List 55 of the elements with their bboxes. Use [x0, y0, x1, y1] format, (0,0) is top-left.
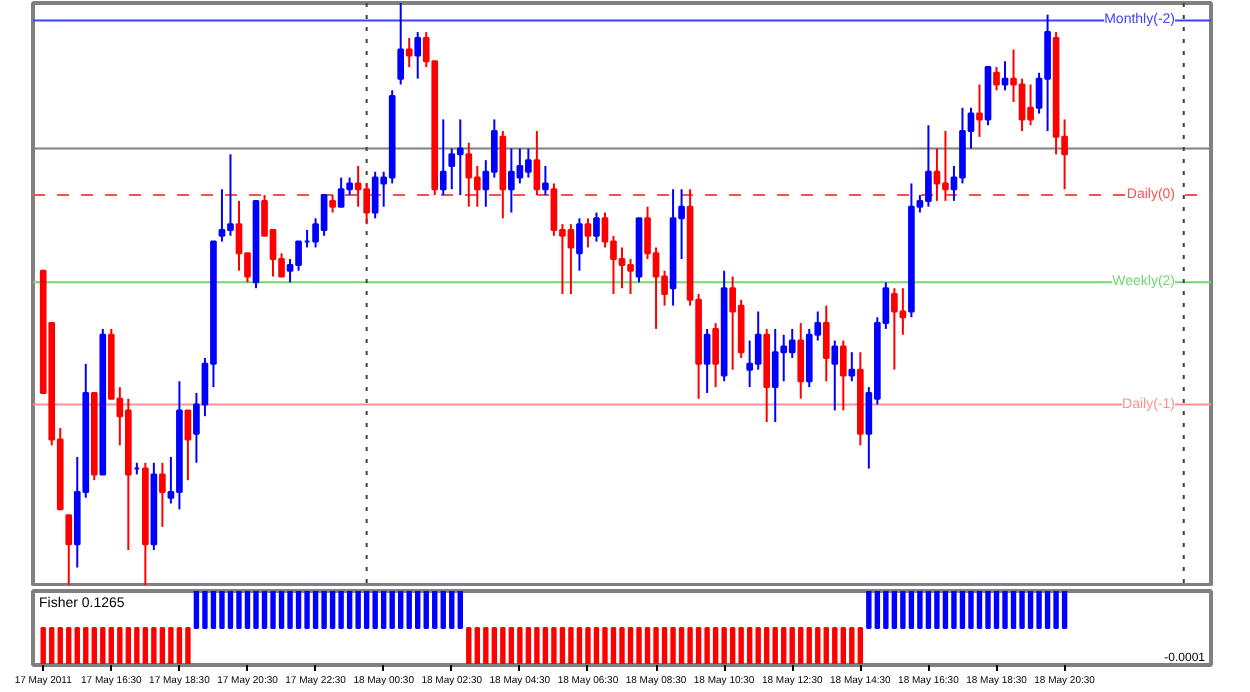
candlestick [363, 182, 370, 226]
candlestick [831, 339, 839, 412]
candlestick [848, 351, 856, 383]
candlestick [371, 170, 379, 220]
candlestick [627, 258, 634, 295]
candlestick [771, 327, 779, 424]
candlestick [703, 327, 711, 394]
candlestick [933, 147, 941, 202]
candlestick [618, 246, 626, 290]
candlestick [576, 217, 583, 272]
candlestick [184, 409, 192, 482]
candlestick [65, 514, 73, 585]
candlestick [465, 141, 473, 208]
candlestick [456, 118, 464, 197]
candlestick [754, 310, 762, 371]
candlestick [780, 333, 788, 383]
candlestick [1044, 13, 1051, 133]
candlestick [516, 147, 524, 185]
candlestick [567, 223, 575, 295]
candlestick [1027, 83, 1034, 127]
candlestick [159, 461, 166, 528]
candlestick [746, 339, 754, 389]
candlestick [959, 106, 966, 185]
candlestick [899, 287, 907, 336]
candlestick [542, 164, 549, 197]
candlestick [822, 304, 830, 383]
candlestick [414, 31, 422, 80]
candlestick [925, 124, 932, 208]
candlestick [797, 322, 805, 400]
candlestick [788, 327, 796, 360]
candlestick [550, 182, 558, 237]
candlestick [439, 118, 447, 197]
candlestick [295, 240, 302, 272]
candlestick [805, 327, 813, 389]
candlestick [891, 287, 898, 371]
candlestick [593, 211, 600, 243]
candlestick [508, 147, 515, 214]
candlestick [235, 199, 243, 272]
candlestick [354, 164, 362, 208]
candlestick [712, 322, 719, 389]
candlestick [584, 217, 592, 249]
candlestick [448, 147, 456, 191]
candlestick [533, 130, 541, 197]
candlestick [405, 36, 413, 69]
candlestick [320, 194, 328, 237]
candlestick [337, 176, 345, 208]
candlestick [976, 83, 983, 138]
candlestick [525, 147, 532, 179]
candlestick [397, 3, 405, 86]
candlestick [839, 339, 847, 412]
candlestick [227, 153, 234, 237]
candlestick [218, 188, 226, 243]
candlestick [993, 66, 1000, 92]
candlestick [942, 130, 949, 202]
candlestick [1018, 77, 1026, 133]
